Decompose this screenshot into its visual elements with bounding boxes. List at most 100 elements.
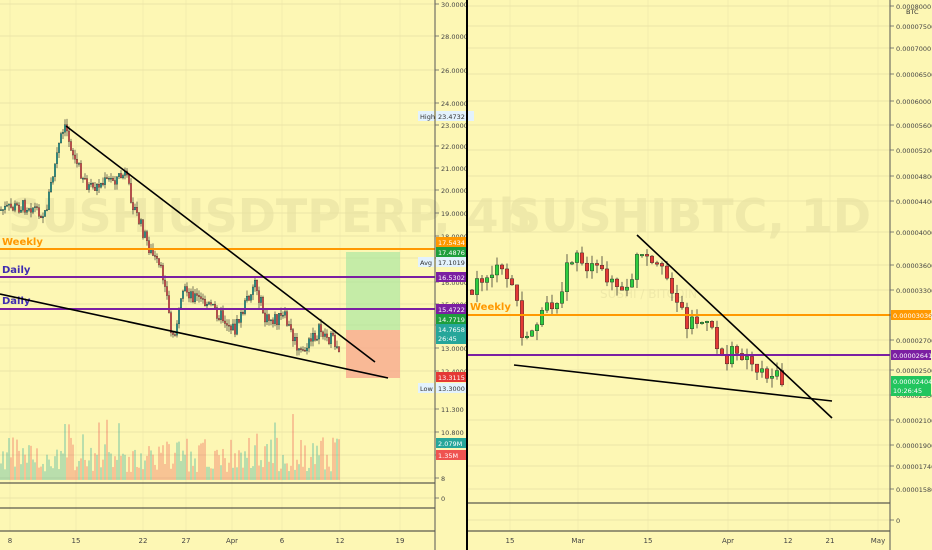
left-candle-body [326, 333, 328, 338]
left-volume-bar [204, 439, 206, 480]
right-time-axis[interactable]: 15 Mar 15 Apr 12 21 May [506, 537, 886, 545]
left-candle-body [76, 159, 78, 164]
left-volume-bar [96, 454, 98, 480]
right-candle-body [500, 264, 505, 270]
left-volume-bar [194, 458, 196, 480]
left-volume-bar [184, 454, 186, 480]
right-price-tick-label: 0.00001900 [896, 442, 932, 450]
left-candle-body [50, 181, 52, 193]
left-candle-body [300, 348, 302, 350]
left-volume-bar [156, 469, 158, 480]
left-volume-bar [140, 453, 142, 480]
left-candle-body [168, 295, 170, 313]
right-candle-body [635, 254, 640, 280]
right-descending-trendline[interactable] [636, 234, 833, 419]
left-candle-body [26, 210, 28, 213]
left-volume-bar [240, 452, 242, 480]
left-volume-bar [124, 454, 126, 480]
right-candle-body [570, 262, 575, 265]
left-descending-trendline[interactable] [65, 125, 376, 363]
right-candle-body [600, 264, 605, 270]
left-candle-body [196, 293, 198, 296]
left-candle-body [336, 346, 338, 348]
left-candle-body [146, 231, 148, 241]
left-candle-body [142, 219, 144, 238]
right-price-tick-label: 0.0006000 [896, 98, 931, 106]
left-candle-body [240, 312, 242, 323]
left-candle-body [230, 325, 232, 331]
right-watermark: SUSHIBTC, 1D [508, 189, 871, 243]
left-candle-body [242, 312, 244, 314]
left-candle-body [144, 231, 146, 238]
left-candle-body [112, 177, 114, 181]
left-candle-body [116, 176, 118, 185]
svg-text:0.00002404: 0.00002404 [893, 378, 932, 386]
right-candle-body [670, 278, 675, 294]
left-candle-body [148, 240, 150, 253]
left-volume-bar [50, 466, 52, 480]
left-candle-body [96, 184, 98, 191]
left-volume-bar [306, 471, 308, 480]
left-volume-bar [150, 450, 152, 480]
left-support-trendline[interactable] [0, 293, 389, 379]
right-candle-body [745, 356, 750, 360]
left-volume-bar [52, 468, 54, 480]
left-volume-bar [224, 458, 226, 480]
left-candle-body [334, 335, 336, 347]
left-candle-body [270, 319, 272, 322]
left-volume-bar [112, 467, 114, 480]
left-time-axis[interactable]: 8 15 22 27 Apr 6 12 19 [8, 537, 405, 545]
left-candle-body [4, 205, 6, 210]
left-candle-body [264, 312, 266, 323]
left-volume-bar [92, 470, 94, 480]
left-volume-bar [258, 465, 260, 480]
left-volume-bar [274, 422, 276, 480]
left-daily-label-2: Daily [2, 296, 31, 307]
left-candle-body [324, 333, 326, 337]
left-candle-body [244, 300, 246, 314]
left-candle-body [268, 314, 270, 321]
left-candle-body [80, 163, 82, 179]
right-price-tick-label: 0.00002100 [896, 417, 932, 425]
left-candles [0, 118, 340, 356]
left-candle-body [62, 132, 64, 134]
left-candle-body [104, 177, 106, 185]
left-candle-body [82, 178, 84, 180]
left-candle-body [64, 124, 66, 133]
left-candle-body [72, 150, 74, 156]
right-candle-body [525, 336, 530, 338]
left-candle-body [198, 295, 200, 297]
left-volume-bar [54, 456, 56, 480]
right-price-tick-label: 0.00004000 [896, 229, 932, 237]
left-volume-bar [208, 466, 210, 480]
left-volume-bar [44, 471, 46, 480]
right-candle-body [625, 286, 630, 291]
left-candle-body [28, 208, 30, 211]
right-price-tick-label: 0 [896, 517, 900, 525]
right-time-tick-label: 15 [506, 537, 515, 545]
left-price-tick-label: 21.0000 [441, 165, 468, 173]
left-candle-body [252, 286, 254, 295]
left-volume-bar [300, 439, 302, 480]
left-volume-bar [270, 439, 272, 480]
left-candle-body [160, 264, 162, 267]
right-chart-panel[interactable]: SUSHIBTC, 1D SUSHI / BITCOIN Weekly BTC … [468, 0, 932, 550]
long-position-profit-zone[interactable] [346, 252, 400, 330]
left-volume-bar [116, 459, 118, 480]
left-volume-bar [48, 459, 50, 480]
left-candle-body [30, 208, 32, 213]
long-position-loss-zone[interactable] [346, 330, 400, 378]
svg-text:0.00002641: 0.00002641 [893, 352, 932, 360]
left-volume-bar [138, 467, 140, 480]
left-volume-bar [22, 448, 24, 480]
left-candle-body [216, 307, 218, 319]
left-volume-bar [154, 464, 156, 480]
right-candle-body [655, 262, 660, 265]
left-volume-bar [152, 454, 154, 480]
left-volume-bar [128, 456, 130, 480]
right-candle-body [755, 363, 760, 373]
right-support-trendline[interactable] [513, 364, 833, 402]
left-chart-panel[interactable]: SUSHIUSDTPERP, 4h Weekly Daily Daily 30.… [0, 0, 531, 550]
left-volume-bar [178, 441, 180, 480]
